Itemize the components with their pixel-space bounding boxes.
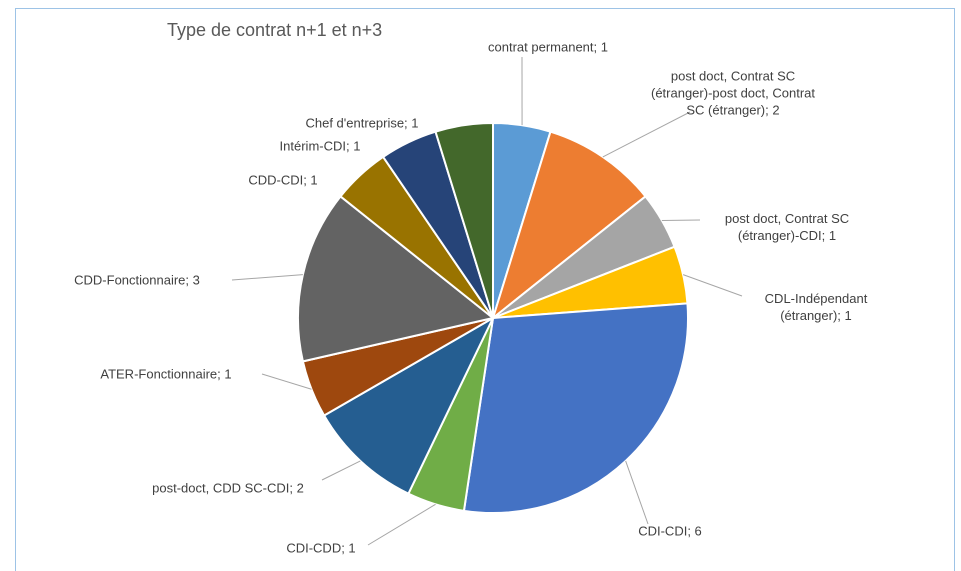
data-label: CDD-CDI; 1 xyxy=(248,172,318,188)
data-label: post doct, Contrat SC (étranger)-CDI; 1 xyxy=(724,211,850,243)
chart-frame xyxy=(15,8,955,571)
data-label: Intérim-CDI; 1 xyxy=(279,138,361,154)
leader-line xyxy=(625,460,649,525)
data-label: CDD-Fonctionnaire; 3 xyxy=(74,272,200,288)
leader-line xyxy=(231,274,303,281)
data-label: ATER-Fonctionnaire; 1 xyxy=(100,366,232,382)
leader-line xyxy=(682,274,743,297)
chart-title: Type de contrat n+1 et n+3 xyxy=(167,20,383,40)
pie-slice xyxy=(434,121,494,319)
data-label: contrat permanent; 1 xyxy=(488,39,608,55)
data-label: post doct, Contrat SC (étranger)-post do… xyxy=(650,68,816,118)
leader-line xyxy=(367,503,436,546)
leader-line xyxy=(321,460,361,481)
leader-line xyxy=(602,111,691,158)
data-label: CDL-Indépendant (étranger); 1 xyxy=(764,291,868,323)
data-label: post-doct, CDD SC-CDI; 2 xyxy=(152,480,304,496)
pie-slice xyxy=(491,130,647,321)
pie-slice xyxy=(462,302,689,514)
data-label: CDI-CDI; 6 xyxy=(638,523,702,539)
data-label: CDI-CDD; 1 xyxy=(286,540,356,556)
leader-line xyxy=(261,373,312,390)
leader-line xyxy=(661,219,701,221)
pie-slice xyxy=(322,315,496,496)
data-label: Chef d'entreprise; 1 xyxy=(305,115,419,131)
